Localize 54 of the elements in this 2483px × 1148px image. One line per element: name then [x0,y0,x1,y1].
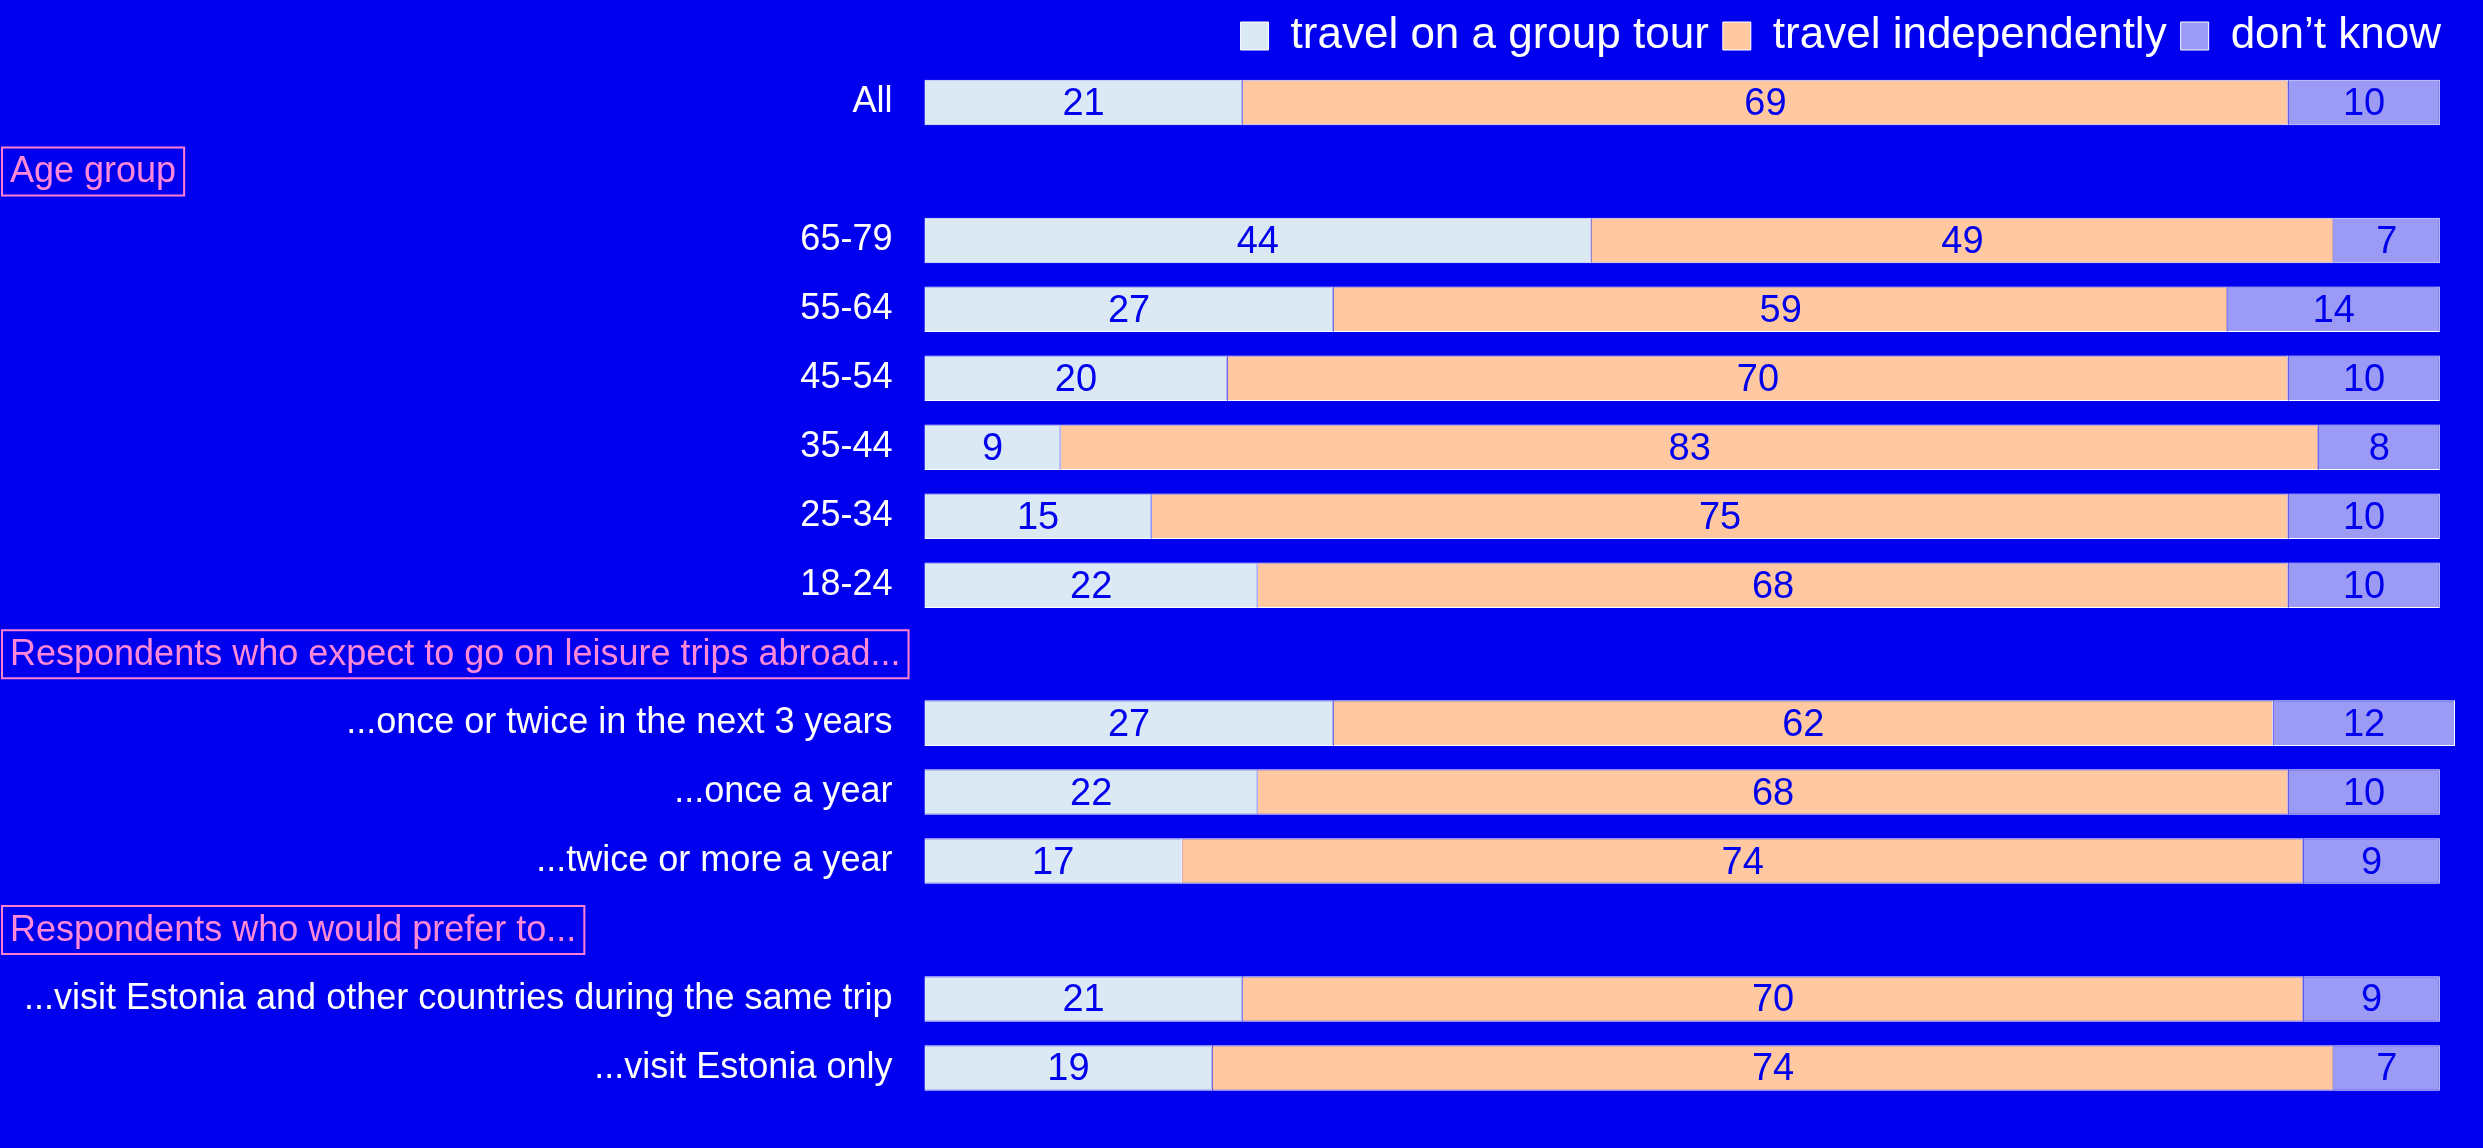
data-label: 75 [1698,494,1742,537]
y-tick-label: ...once a year [674,769,893,810]
y-tick-label: 55-64 [800,286,893,328]
data-label: 22 [1070,563,1113,606]
data-label: 74 [1721,839,1764,882]
data-label: 10 [2342,770,2386,813]
y-tick-label: ...visit Estonia only [594,1044,893,1086]
data-label: 10 [2342,356,2386,399]
data-label: 74 [1751,1046,1795,1089]
y-tick-label: All [852,79,893,121]
data-label: 49 [1941,218,1984,261]
data-label: 62 [1782,701,1825,744]
y-tick-label: 35-44 [800,424,893,466]
y-tick-label: 45-54 [800,355,893,397]
data-label: 68 [1751,563,1795,606]
y-tick-label: ...once or twice in the next 3 years [346,700,893,742]
data-label: 68 [1751,770,1795,813]
legend-label: travel independently [1772,8,2167,58]
legend-label: don’t know [2230,8,2442,58]
data-label: 59 [1759,287,1802,330]
data-label: 21 [1062,80,1105,123]
data-label: 19 [1047,1046,1090,1089]
data-label: 10 [2342,80,2386,123]
data-label: 21 [1062,977,1105,1020]
data-label: 69 [1744,80,1787,123]
legend-label: travel on a group tour [1290,8,1709,58]
data-label: 10 [2342,494,2386,537]
data-label: 9 [982,425,1004,468]
text: Respondents who expect to go on leisure trips abroad... [10,632,901,674]
data-label: 7 [2376,218,2398,261]
y-tick-label: 25-34 [800,493,893,535]
data-label: 70 [1751,977,1795,1020]
text: Respondents who would prefer to... [10,907,577,949]
data-label: 7 [2376,1046,2398,1089]
data-label: 12 [2342,701,2386,744]
data-label: 9 [2361,977,2383,1020]
data-label: 8 [2368,425,2390,468]
data-label: 14 [2312,287,2355,330]
data-label: 15 [1016,494,1060,537]
data-label: 83 [1668,425,1711,468]
data-label: 20 [1054,356,1098,399]
data-label: 27 [1107,287,1151,330]
y-tick-label: ...visit Estonia and other countries during the same trip [23,975,893,1017]
data-label: 17 [1032,839,1075,882]
y-tick-label: 18-24 [800,562,893,604]
data-label: 9 [2361,839,2383,882]
data-label: 27 [1107,701,1151,744]
text: Age group [10,149,177,191]
data-label: 44 [1236,218,1279,261]
data-label: 10 [2342,563,2386,606]
y-tick-label: 65-79 [800,217,893,259]
data-label: 70 [1736,356,1780,399]
y-tick-label: ...twice or more a year [536,837,893,879]
data-label: 22 [1070,770,1113,813]
